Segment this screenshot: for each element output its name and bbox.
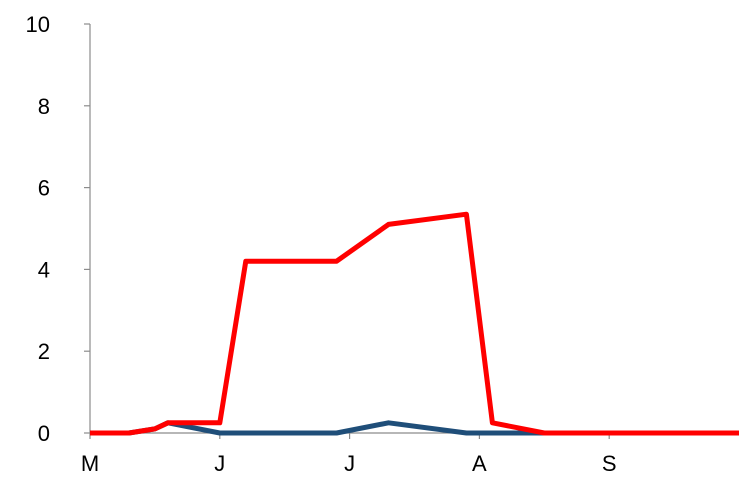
x-tick-label: S <box>602 451 617 476</box>
y-tick-label: 8 <box>38 94 50 119</box>
x-tick-label: J <box>344 451 355 476</box>
y-tick-label: 10 <box>26 12 50 37</box>
series-line-1 <box>90 211 739 436</box>
y-tick-label: 0 <box>38 421 50 446</box>
y-tick-label: 6 <box>38 176 50 201</box>
axes <box>89 24 739 434</box>
x-tick-label: A <box>472 451 487 476</box>
x-tick-label: J <box>214 451 225 476</box>
x-tick-label: M <box>81 451 99 476</box>
y-tick-label: 4 <box>38 257 50 282</box>
series-lines <box>90 211 739 436</box>
y-axis-ticks: 0 2 4 6 8 10 <box>26 12 90 446</box>
y-tick-label: 2 <box>38 339 50 364</box>
